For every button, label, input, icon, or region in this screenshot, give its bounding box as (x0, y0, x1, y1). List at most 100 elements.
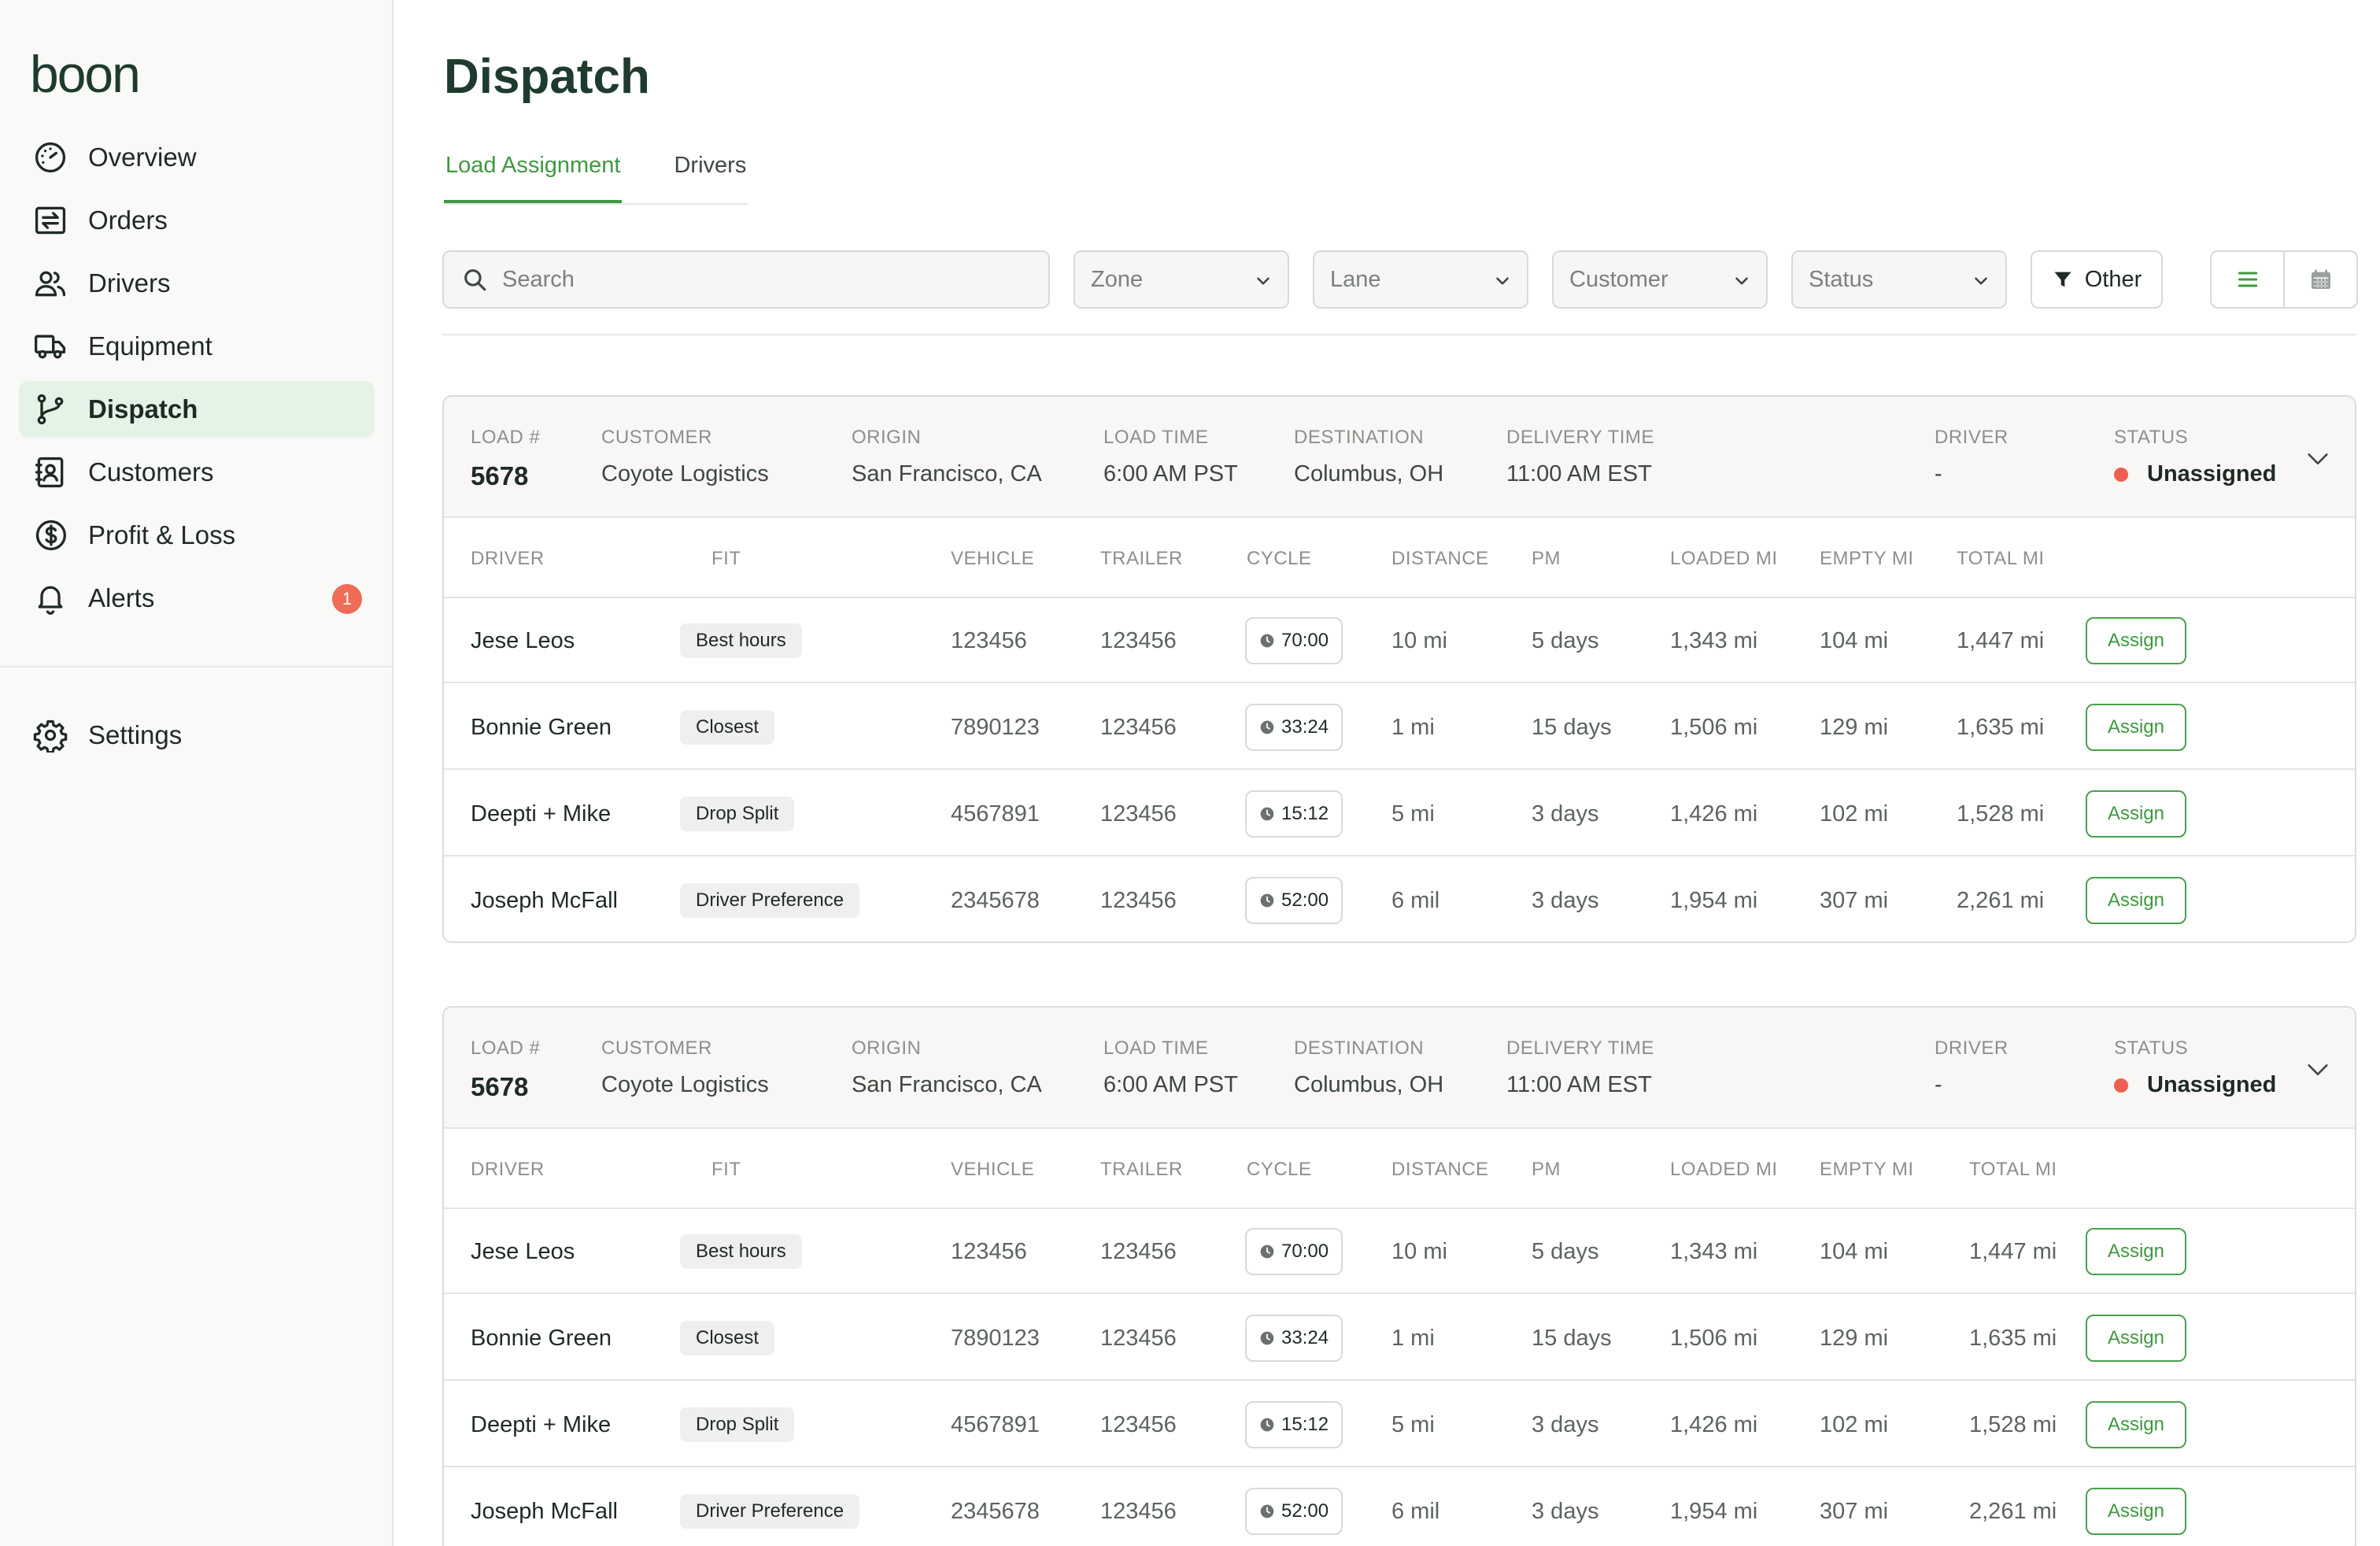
fit-badge: Driver Preference (680, 883, 860, 918)
zone-select[interactable]: Zone (1074, 250, 1289, 309)
cycle-value: 52:00 (1281, 890, 1329, 911)
load-header[interactable]: LOAD # 5678 CUSTOMER Coyote Logistics OR… (444, 1008, 2355, 1129)
vehicle-cell: 2345678 (951, 1499, 1040, 1524)
customer-select[interactable]: Customer (1552, 250, 1768, 309)
list-view-button[interactable] (2212, 252, 2285, 307)
load-time-value: 6:00 AM PST (1103, 1072, 1238, 1097)
status-text: Unassigned (2147, 1072, 2277, 1097)
driver-name: Deepti + Mike (471, 801, 612, 827)
pm-cell: 5 days (1532, 628, 1599, 653)
other-filter-button[interactable]: Other (2031, 250, 2163, 309)
vehicle-cell: 4567891 (951, 801, 1040, 827)
chevron-down-icon (1735, 277, 1748, 285)
assign-button[interactable]: Assign (2086, 1315, 2186, 1362)
driver-name: Joseph McFall (471, 1499, 618, 1524)
chevron-down-icon[interactable] (2304, 1056, 2331, 1083)
cycle-value: 52:00 (1281, 1500, 1329, 1522)
load-time-field: LOAD TIME 6:00 AM PST (1103, 427, 1238, 487)
assign-button[interactable]: Assign (2086, 617, 2186, 664)
table-row: Joseph McFall Driver Preference 52:00 23… (444, 1469, 2355, 1546)
sidebar-item-label: Orders (88, 205, 168, 235)
assign-button[interactable]: Assign (2086, 790, 2186, 838)
empty-mi-cell: 129 mi (1820, 715, 1889, 740)
sidebar-item-alerts[interactable]: Alerts 1 (19, 570, 375, 627)
assign-button[interactable]: Assign (2086, 877, 2186, 924)
alerts-count-badge: 1 (332, 584, 362, 614)
trailer-cell: 123456 (1100, 888, 1177, 913)
load-time-label: LOAD TIME (1103, 427, 1209, 448)
load-time-value: 6:00 AM PST (1103, 461, 1238, 486)
sidebar-item-overview[interactable]: Overview (19, 129, 375, 186)
load-time-label: LOAD TIME (1103, 1037, 1209, 1059)
distance-cell: 6 mil (1391, 888, 1440, 913)
column-header-vehicle: VEHICLE (951, 548, 1035, 569)
load-header[interactable]: LOAD # 5678 CUSTOMER Coyote Logistics OR… (444, 397, 2355, 518)
page-title: Dispatch (444, 50, 650, 104)
assign-button[interactable]: Assign (2086, 1488, 2186, 1535)
app-logo[interactable]: boon (30, 45, 141, 103)
sidebar: boon Overview Orders Drivers Equipment D… (0, 0, 394, 1546)
customer-label: CUSTOMER (601, 427, 712, 448)
assign-button[interactable]: Assign (2086, 1401, 2186, 1448)
status-label: STATUS (2114, 1037, 2189, 1059)
sidebar-item-label: Equipment (88, 331, 213, 361)
empty-mi-cell: 104 mi (1820, 628, 1889, 653)
destination-label: DESTINATION (1294, 1037, 1425, 1059)
status-text: Unassigned (2147, 461, 2277, 486)
users-icon (35, 271, 66, 297)
sidebar-item-orders[interactable]: Orders (19, 192, 375, 249)
pm-cell: 15 days (1532, 1326, 1612, 1351)
assign-button[interactable]: Assign (2086, 1228, 2186, 1275)
list-icon (2238, 272, 2257, 287)
search-icon (464, 269, 486, 291)
filters-divider (442, 334, 2356, 335)
tab-load-assignment[interactable]: Load Assignment (444, 146, 623, 203)
sidebar-item-label: Dispatch (88, 394, 198, 423)
search-input[interactable]: Search (442, 250, 1050, 309)
lane-select[interactable]: Lane (1313, 250, 1528, 309)
column-header-vehicle: VEHICLE (951, 1159, 1035, 1180)
trailer-cell: 123456 (1100, 801, 1177, 827)
cycle-timer: 33:24 (1245, 704, 1343, 751)
assigned-driver-field: DRIVER - (1935, 1037, 2009, 1098)
fit-badge: Closest (680, 1321, 775, 1356)
status-select[interactable]: Status (1791, 250, 2007, 309)
customer-field: CUSTOMER Coyote Logistics (601, 1037, 769, 1098)
delivery-time-field: DELIVERY TIME 11:00 AM EST (1506, 427, 1654, 487)
chevron-down-icon[interactable] (2304, 446, 2331, 472)
cycle-value: 15:12 (1281, 1414, 1329, 1435)
gear-icon (33, 719, 68, 753)
pm-cell: 3 days (1532, 1499, 1599, 1524)
destination-field: DESTINATION Columbus, OH (1294, 1037, 1443, 1098)
sidebar-item-customers[interactable]: Customers (19, 444, 375, 501)
load-number-field: LOAD # 5678 (471, 1037, 540, 1102)
fit-badge: Best hours (680, 1234, 802, 1269)
clock-icon (1260, 634, 1274, 648)
load-card: LOAD # 5678 CUSTOMER Coyote Logistics OR… (442, 395, 2356, 943)
calendar-view-button[interactable] (2285, 252, 2356, 307)
driver-name: Jese Leos (471, 1239, 575, 1264)
chevron-down-icon (1496, 277, 1509, 285)
cycle-timer: 52:00 (1245, 1488, 1343, 1535)
customer-select-value: Customer (1569, 266, 1669, 292)
sidebar-item-profit-loss[interactable]: Profit & Loss (19, 507, 375, 564)
sidebar-item-equipment[interactable]: Equipment (19, 318, 375, 375)
pm-cell: 3 days (1532, 888, 1599, 913)
assign-button[interactable]: Assign (2086, 704, 2186, 751)
delivery-time-field: DELIVERY TIME 11:00 AM EST (1506, 1037, 1654, 1098)
column-header-trailer: TRAILER (1100, 1159, 1183, 1180)
fit-badge: Drop Split (680, 1407, 795, 1442)
tab-drivers[interactable]: Drivers (674, 153, 747, 178)
bell-icon (38, 586, 63, 615)
column-header-distance: DISTANCE (1391, 1159, 1489, 1180)
clock-icon (1260, 1418, 1274, 1432)
sidebar-item-drivers[interactable]: Drivers (19, 255, 375, 312)
sidebar-item-label: Overview (88, 142, 197, 172)
main-content: Dispatch Load Assignment Drivers Search … (394, 0, 2380, 1546)
trailer-cell: 123456 (1100, 1239, 1177, 1264)
column-header-trailer: TRAILER (1100, 548, 1183, 569)
sidebar-item-dispatch[interactable]: Dispatch (19, 381, 375, 438)
sidebar-item-label: Customers (88, 457, 214, 486)
load-time-field: LOAD TIME 6:00 AM PST (1103, 1037, 1238, 1098)
sidebar-item-settings[interactable]: Settings (19, 707, 375, 764)
